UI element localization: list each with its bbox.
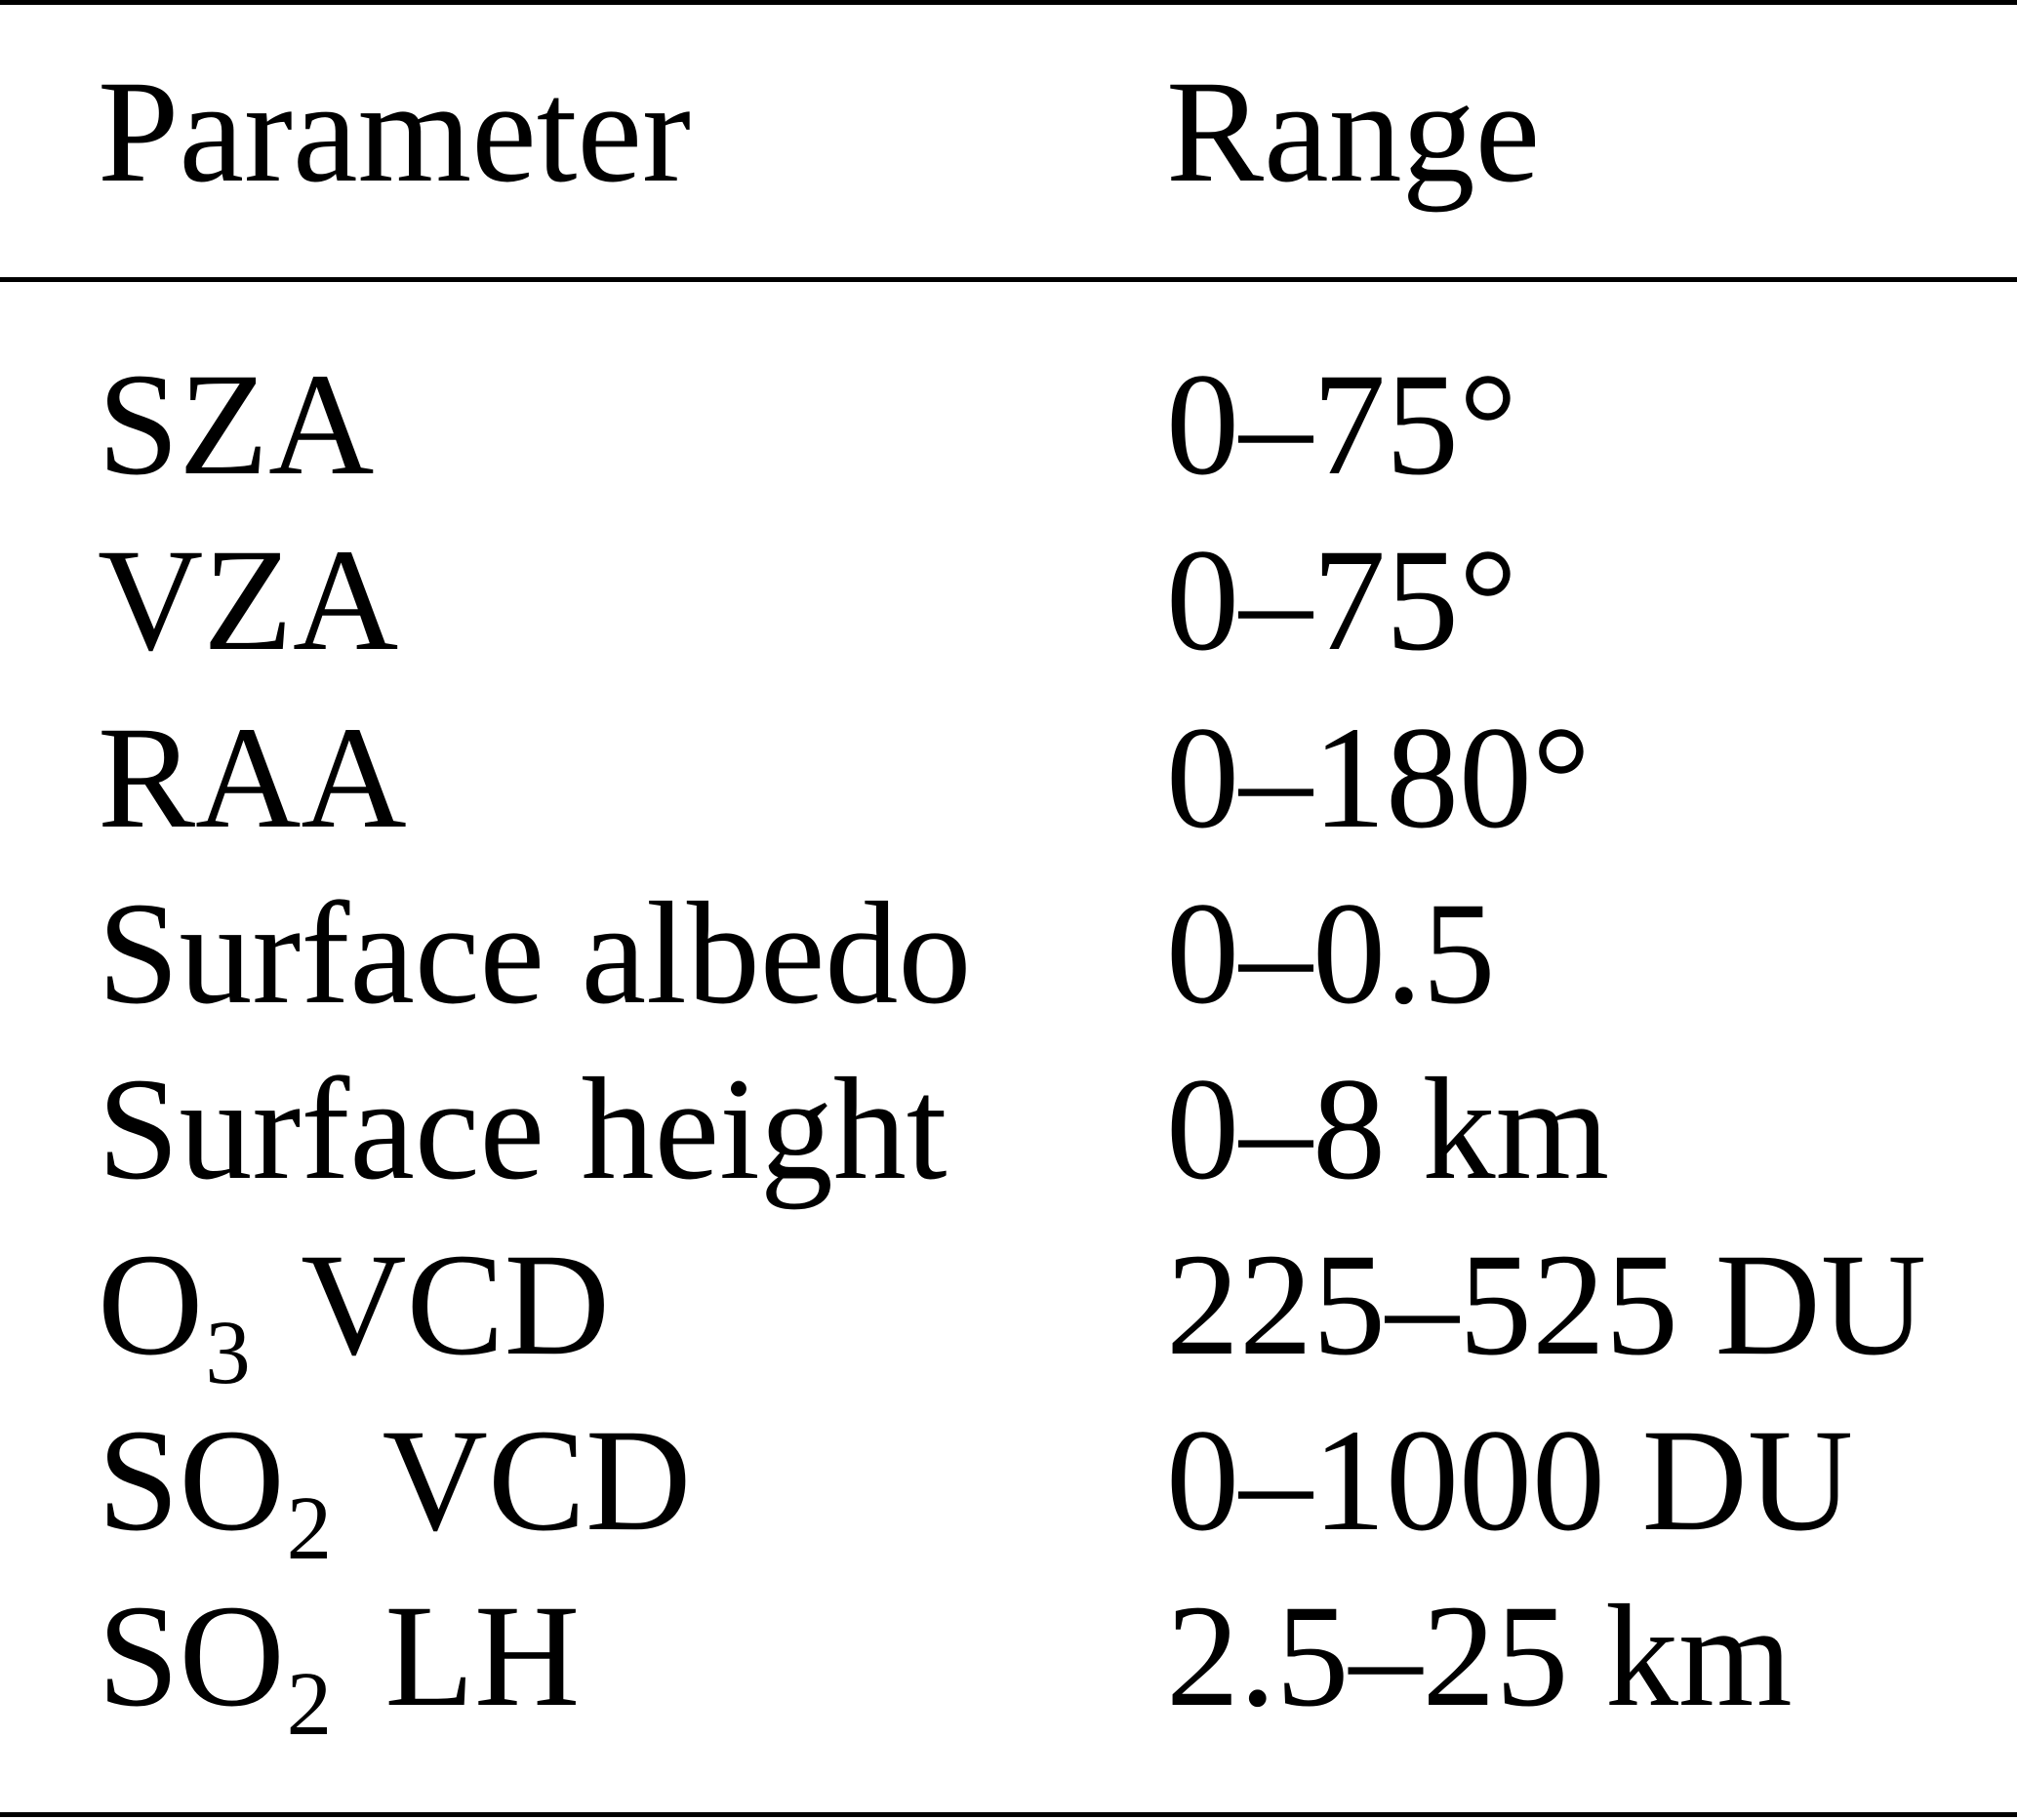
parameter-suffix: LH [347, 1575, 581, 1737]
parameter-subscript: 3 [205, 1302, 251, 1403]
parameter-name: SZA [98, 344, 375, 506]
parameter-name: VZA [98, 519, 399, 681]
table-row: Surface albedo 0–0.5 [0, 880, 2017, 1027]
table-header-row: Parameter Range [0, 59, 2017, 205]
range-cell: 0–75° [1166, 519, 1517, 681]
table-header-rule [0, 277, 2017, 282]
header-range: Range [1166, 51, 1541, 213]
parameter-name: SO [98, 1399, 285, 1561]
table-row: SO2 VCD 0–1000 DU [0, 1399, 2017, 1574]
table-row: SZA 0–75° [0, 351, 2017, 498]
parameter-subscript: 2 [286, 1653, 333, 1755]
parameter-cell: SO2 VCD [98, 1407, 691, 1574]
parameter-cell: VZA [98, 527, 398, 673]
parameter-name: Surface height [98, 1048, 948, 1210]
parameter-cell: Surface albedo [98, 880, 971, 1027]
range-cell: 2.5–25 km [1166, 1575, 1793, 1737]
range-cell: 0–8 km [1166, 1048, 1610, 1210]
parameter-name: Surface albedo [98, 872, 972, 1034]
parameter-cell: Surface height [98, 1056, 947, 1202]
header-parameter: Parameter [98, 51, 691, 213]
parameter-cell: SO2 LH [98, 1583, 580, 1750]
table-row: Surface height 0–8 km [0, 1056, 2017, 1202]
parameter-name: SO [98, 1575, 285, 1737]
parameter-cell: RAA [98, 705, 407, 851]
table-row: VZA 0–75° [0, 527, 2017, 673]
table-row: O3 VCD 225–525 DU [0, 1224, 2017, 1398]
parameter-cell: O3 VCD [98, 1232, 610, 1398]
parameter-suffix: VCD [347, 1399, 692, 1561]
range-cell: 0–180° [1166, 697, 1591, 859]
parameter-name: RAA [98, 697, 407, 859]
parameter-suffix: VCD [266, 1224, 610, 1386]
table-row: RAA 0–180° [0, 705, 2017, 851]
table-bottom-rule [0, 1812, 2017, 1817]
parameter-cell: SZA [98, 351, 374, 498]
table-row: SO2 LH 2.5–25 km [0, 1575, 2017, 1750]
range-cell: 225–525 DU [1166, 1224, 1927, 1386]
range-cell: 0–1000 DU [1166, 1399, 1854, 1561]
parameter-subscript: 2 [286, 1477, 333, 1579]
table-top-rule [0, 0, 2017, 5]
range-cell: 0–75° [1166, 344, 1517, 506]
range-cell: 0–0.5 [1166, 872, 1496, 1034]
parameter-name: O [98, 1224, 204, 1386]
